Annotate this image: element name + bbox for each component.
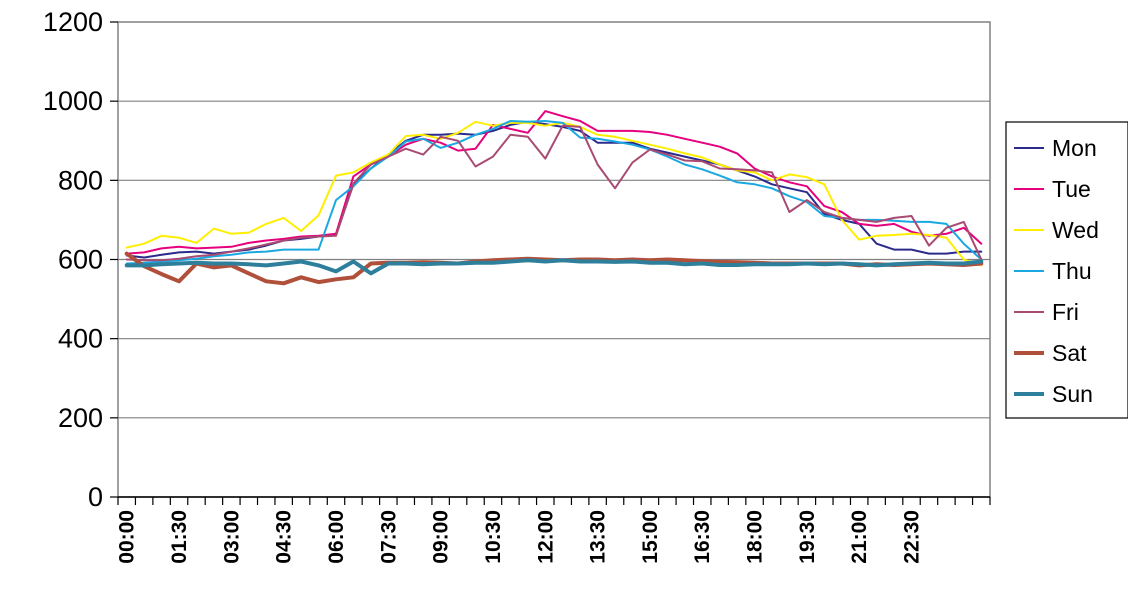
legend-label-thu: Thu bbox=[1052, 258, 1092, 284]
legend-label-wed: Wed bbox=[1052, 217, 1099, 243]
x-tick-label: 15:00 bbox=[639, 510, 662, 564]
y-tick-label: 1000 bbox=[43, 86, 103, 116]
y-tick-label: 0 bbox=[88, 482, 103, 512]
legend-label-tue: Tue bbox=[1052, 176, 1091, 202]
x-tick-label: 18:00 bbox=[744, 510, 767, 564]
y-tick-label: 200 bbox=[58, 403, 103, 433]
x-tick-label: 12:00 bbox=[534, 510, 557, 564]
y-tick-label: 800 bbox=[58, 165, 103, 195]
series-lines bbox=[124, 110, 984, 286]
y-tick-label: 600 bbox=[58, 245, 103, 275]
legend-label-sat: Sat bbox=[1052, 340, 1087, 366]
axes: 0 200 400 600 800 1000 1200 00:00 01:30 03:00 04:3… bbox=[43, 7, 991, 564]
x-tick-label: 01:30 bbox=[168, 510, 191, 564]
x-tick-label: 21:00 bbox=[848, 510, 871, 564]
x-tick-label: 19:30 bbox=[796, 510, 819, 564]
legend-label-mon: Mon bbox=[1052, 135, 1097, 161]
series-line-tue bbox=[125, 110, 983, 255]
x-tick-label: 04:30 bbox=[273, 510, 296, 564]
x-tick-label: 00:00 bbox=[116, 510, 139, 564]
x-tick-label: 13:30 bbox=[587, 510, 610, 564]
legend: Mon Tue Wed Thu Fri Sat Sun bbox=[1005, 121, 1128, 419]
x-tick-label: 09:00 bbox=[430, 510, 453, 564]
series-line-wed bbox=[125, 120, 983, 267]
x-tick-label: 03:00 bbox=[220, 510, 243, 564]
x-tick-label: 10:30 bbox=[482, 510, 505, 564]
x-tick-label: 22:30 bbox=[901, 510, 924, 564]
x-tick-label: 16:30 bbox=[691, 510, 714, 564]
legend-label-sun: Sun bbox=[1052, 381, 1093, 407]
y-tick-label: 400 bbox=[58, 324, 103, 354]
y-tick-label: 1200 bbox=[43, 7, 103, 37]
series-line-sun bbox=[124, 258, 984, 276]
x-tick-label: 06:00 bbox=[325, 510, 348, 564]
x-tick-label: 07:30 bbox=[377, 510, 400, 564]
legend-label-fri: Fri bbox=[1052, 299, 1079, 325]
series-line-fri bbox=[125, 124, 983, 262]
